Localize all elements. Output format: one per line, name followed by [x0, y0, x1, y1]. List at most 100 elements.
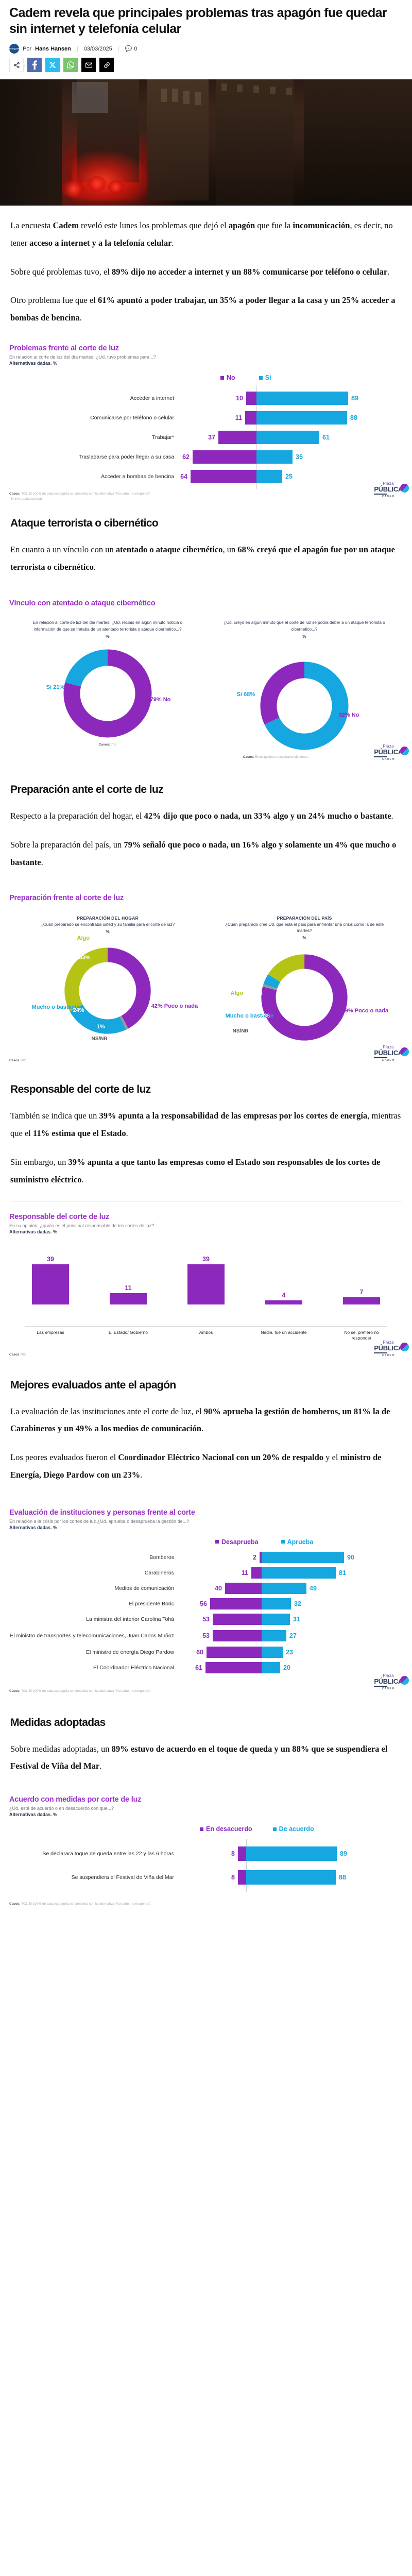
row-label: Acceder a bombas de bencina	[101, 473, 174, 480]
donut-chart: Sí 68% 32% No	[210, 657, 399, 755]
text-run: .	[99, 1761, 102, 1771]
author-name[interactable]: Hans Hansen	[35, 45, 71, 52]
byline: Infogate Por Hans Hansen | 03/03/2025 | …	[0, 37, 412, 54]
pos-wrap: 25	[256, 470, 293, 484]
bar-si	[256, 392, 348, 405]
text-run: .	[126, 1128, 128, 1139]
bar-no	[191, 470, 256, 484]
donut-question: ¿Cuán preparado cree Ud. que está el paí…	[210, 922, 399, 942]
text-run-bold: 39% apunta a que tanto las empresas como…	[10, 1157, 381, 1184]
paragraph-11: Sobre medidas adoptadas, un 89% estuvo d…	[10, 1740, 402, 1775]
pos-wrap: 89	[246, 1845, 347, 1862]
pos-wrap: 49	[262, 1582, 317, 1594]
text-run-bold: Cadem	[53, 221, 79, 230]
comments-count[interactable]: 💬 0	[125, 45, 138, 53]
neg-wrap: 2	[253, 1551, 262, 1563]
donut-label-si: Sí 21%	[46, 684, 65, 690]
unit-label: %	[302, 936, 306, 941]
legend-label: En desacuerdo	[206, 1825, 252, 1833]
chart-legend: En desacuerdo De acuerdo	[9, 1825, 403, 1833]
legend-no: No	[220, 374, 235, 381]
table-row: La ministra del interior Carolina Tohá 5…	[9, 1610, 403, 1628]
footnote-label: Casos:	[9, 1689, 21, 1693]
text-run-bold: 61% apuntó a poder trabajar, un 35% a po…	[10, 295, 396, 323]
row-bars: 53 31	[179, 1610, 403, 1628]
paragraph-10: Los peores evaluados fueron el Coordinad…	[10, 1449, 402, 1484]
donut-value-nsnr: 1%	[97, 1024, 105, 1030]
text-run-bold: apagón	[228, 221, 255, 230]
section-body-1: En cuanto a un vínculo con un atentado o…	[0, 541, 412, 576]
bar-value-aprueba: 27	[289, 1632, 297, 1639]
chart-title: Responsable del corte de luz	[9, 1212, 110, 1221]
text-run-bold: 11% estima que el Estado	[32, 1128, 126, 1139]
slice-name: Algo	[77, 935, 90, 942]
logo-rule	[374, 1352, 388, 1354]
cadem-logo: Plaza PÚBLICA CADEM	[374, 1341, 409, 1358]
text-run-bold: 39% apunta a la responsabilidad de las e…	[99, 1111, 368, 1121]
pos-wrap: 88	[256, 411, 357, 425]
window	[253, 86, 259, 93]
chart-footnote: Casos: 702. El 100% de cada categoría se…	[9, 492, 403, 502]
chart-subtitle-2: Alternativas dadas. %	[9, 1812, 58, 1818]
text-run: En cuanto a un vínculo con un	[10, 544, 116, 554]
unit-label: %	[106, 634, 110, 639]
footnote-text: 702. El 100% de cada categoría se comple…	[20, 492, 151, 496]
chart-title: Preparación frente al corte de luz	[9, 893, 124, 902]
slice-value: 21%	[53, 684, 65, 691]
donut-label-no: 32% No	[339, 712, 359, 718]
window	[237, 84, 243, 92]
bar-value-si: 88	[350, 414, 357, 422]
pos-wrap: 27	[262, 1630, 297, 1641]
bar-value-si: 61	[322, 434, 330, 442]
page-bottom-spacer	[0, 1907, 412, 1927]
facebook-icon[interactable]	[27, 58, 42, 72]
link-icon[interactable]	[99, 58, 114, 72]
row-label: Trabajar*	[152, 434, 174, 440]
x-twitter-icon[interactable]	[45, 58, 60, 72]
chart-title: Vínculo con atentado o ataque cibernétic…	[9, 599, 156, 608]
row-label: Se suspendiera el Festival de Viña del M…	[71, 1874, 174, 1881]
chart-subtitle: En su opinión, ¿quién es el principal re…	[9, 1223, 154, 1228]
donut-svg-3	[64, 947, 151, 1034]
footnote-label: Casos	[9, 1058, 20, 1062]
whatsapp-icon[interactable]	[63, 58, 78, 72]
bar-acuerdo	[246, 1846, 337, 1861]
bar-value-aprueba: 32	[294, 1600, 301, 1607]
pos-wrap: 32	[262, 1598, 301, 1609]
section-heading-preparacion: Preparación ante el corte de luz	[10, 784, 164, 796]
window	[195, 92, 201, 105]
footnote-text-2: *Entre trabajadores/as.	[9, 497, 44, 501]
row-bars: 60 23	[179, 1643, 403, 1661]
bar	[110, 1293, 147, 1304]
byline-divider: |	[76, 45, 78, 52]
bar-no	[245, 411, 256, 425]
text-run-bold: acceso a internet y a la telefonía celul…	[29, 238, 172, 248]
legend-desaprueba: Desaprueba	[215, 1538, 259, 1546]
donut-heading: PREPARACIÓN DEL PAÍS	[277, 915, 332, 921]
bar-label: Nadie, fue un accidente	[261, 1329, 307, 1335]
question-text: En relación al corte de luz del día mart…	[32, 620, 183, 632]
page-title: Cadem revela que principales problemas t…	[9, 6, 387, 36]
text-run: Sobre medidas adoptadas, un	[10, 1743, 112, 1754]
logo-dot-icon	[400, 1676, 409, 1685]
mail-icon[interactable]	[81, 58, 96, 72]
window	[161, 89, 167, 102]
legend-swatch-si	[259, 376, 263, 380]
building-4	[216, 79, 294, 206]
chart-title: Evaluación de instituciones y personas f…	[9, 1508, 195, 1517]
share-icon[interactable]	[9, 58, 27, 72]
text-run: .	[171, 238, 174, 248]
legend-aprueba: Aprueba	[281, 1538, 313, 1546]
table-row: El presidente Boric 56 32	[9, 1595, 403, 1613]
text-run-bold: 68% creyó que el apagón fue por un ataqu…	[10, 544, 395, 572]
diverging-bars: Se declarara toque de queda entre las 22…	[9, 1839, 403, 1893]
bar-value-desaprueba: 61	[195, 1664, 202, 1671]
taillight	[87, 176, 107, 192]
text-run-bold: incomunicación	[293, 221, 350, 230]
section-heading-responsable: Responsable del corte de luz	[10, 1083, 151, 1096]
bar-group: 39	[25, 1249, 76, 1304]
slice-name: No	[163, 697, 171, 703]
donut-cases: Casos: Entre quienes escucharon del tema…	[210, 755, 399, 759]
cases-value: Entre quienes escucharon del tema.	[254, 755, 309, 759]
neg-wrap: 8	[231, 1869, 246, 1886]
